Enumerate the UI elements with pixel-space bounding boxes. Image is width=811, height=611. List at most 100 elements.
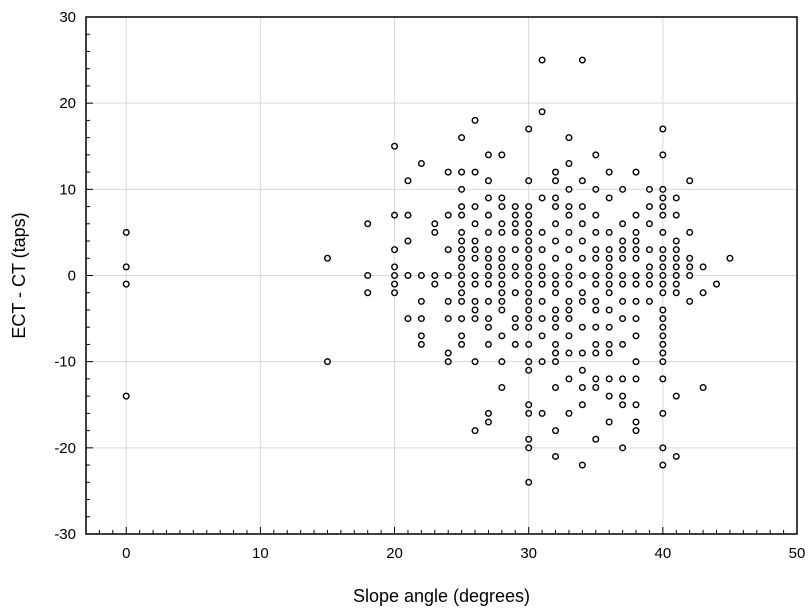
data-point xyxy=(458,237,466,245)
data-point xyxy=(632,254,640,262)
data-point xyxy=(565,228,573,236)
data-point xyxy=(538,315,546,323)
data-point xyxy=(592,185,600,193)
data-point xyxy=(525,211,533,219)
data-point xyxy=(672,452,680,460)
data-point xyxy=(565,246,573,254)
data-point xyxy=(659,375,667,383)
data-point xyxy=(444,246,452,254)
data-point xyxy=(525,401,533,409)
data-point xyxy=(552,280,560,288)
data-point xyxy=(471,280,479,288)
data-point xyxy=(458,263,466,271)
data-point xyxy=(525,203,533,211)
data-point xyxy=(632,332,640,340)
data-point xyxy=(484,297,492,305)
data-point xyxy=(458,254,466,262)
data-point xyxy=(645,297,653,305)
data-point xyxy=(659,254,667,262)
data-point xyxy=(605,306,613,314)
data-point xyxy=(578,384,586,392)
data-point xyxy=(484,211,492,219)
data-point xyxy=(672,246,680,254)
data-point xyxy=(498,332,506,340)
data-point xyxy=(632,427,640,435)
data-point xyxy=(578,401,586,409)
data-point xyxy=(659,272,667,280)
data-point xyxy=(632,272,640,280)
data-point xyxy=(364,289,372,297)
data-point xyxy=(444,297,452,305)
data-point xyxy=(498,246,506,254)
data-point xyxy=(484,246,492,254)
data-point xyxy=(605,340,613,348)
data-point xyxy=(471,220,479,228)
data-point xyxy=(498,194,506,202)
data-point xyxy=(525,125,533,133)
data-point xyxy=(552,452,560,460)
data-point xyxy=(458,289,466,297)
y-tick-label: -10 xyxy=(54,354,76,371)
x-tick-label: 10 xyxy=(252,545,269,562)
data-point xyxy=(538,297,546,305)
data-point xyxy=(632,358,640,366)
data-point xyxy=(391,289,399,297)
y-tick-label: 30 xyxy=(59,9,76,26)
data-point xyxy=(632,297,640,305)
data-point xyxy=(686,263,694,271)
data-point xyxy=(511,263,519,271)
data-point xyxy=(458,211,466,219)
data-point xyxy=(417,297,425,305)
data-point xyxy=(364,272,372,280)
data-point xyxy=(565,185,573,193)
data-point xyxy=(498,254,506,262)
data-point xyxy=(498,289,506,297)
data-point xyxy=(552,358,560,366)
data-point xyxy=(605,349,613,357)
data-point xyxy=(391,272,399,280)
data-point xyxy=(552,168,560,176)
data-point xyxy=(458,228,466,236)
x-tick-label: 0 xyxy=(122,545,130,562)
data-point xyxy=(659,203,667,211)
data-point xyxy=(431,272,439,280)
data-point xyxy=(552,315,560,323)
data-point xyxy=(458,297,466,305)
data-point xyxy=(592,228,600,236)
data-point xyxy=(672,392,680,400)
data-point xyxy=(578,366,586,374)
data-point xyxy=(538,358,546,366)
data-point xyxy=(458,185,466,193)
data-point xyxy=(592,340,600,348)
data-point xyxy=(659,151,667,159)
data-point xyxy=(632,401,640,409)
data-point xyxy=(632,246,640,254)
data-point xyxy=(525,237,533,245)
data-point xyxy=(699,289,707,297)
data-point xyxy=(323,358,331,366)
data-point xyxy=(431,228,439,236)
data-point xyxy=(565,297,573,305)
data-point xyxy=(672,272,680,280)
data-point xyxy=(645,185,653,193)
data-point xyxy=(632,418,640,426)
data-point xyxy=(565,332,573,340)
data-point xyxy=(578,461,586,469)
data-point xyxy=(713,280,721,288)
data-point xyxy=(659,323,667,331)
data-point xyxy=(525,409,533,417)
data-point xyxy=(391,142,399,150)
data-point xyxy=(444,168,452,176)
data-point xyxy=(538,409,546,417)
data-point xyxy=(672,289,680,297)
x-axis-title: Slope angle (degrees) xyxy=(353,586,530,606)
data-point xyxy=(552,289,560,297)
data-point xyxy=(471,427,479,435)
tick-labels: 0 10 20 30 40 50 -30 -20 -10 0 10 20 30 xyxy=(54,9,805,562)
data-point xyxy=(619,401,627,409)
data-point xyxy=(525,323,533,331)
data-point xyxy=(458,315,466,323)
data-point xyxy=(471,168,479,176)
data-point xyxy=(605,194,613,202)
data-point xyxy=(471,116,479,124)
